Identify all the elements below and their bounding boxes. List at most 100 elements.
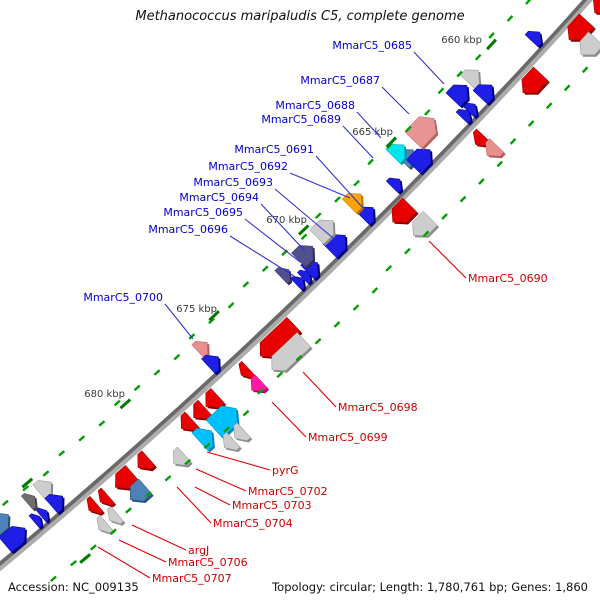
tick-mark bbox=[300, 233, 308, 241]
gene-arrow[interactable] bbox=[455, 108, 473, 126]
gene-arrow[interactable] bbox=[524, 30, 544, 49]
gene-arrow[interactable] bbox=[44, 494, 65, 516]
gene-label[interactable]: pyrG bbox=[272, 464, 299, 477]
gene-arrow[interactable] bbox=[385, 144, 407, 166]
gene-arrow[interactable] bbox=[222, 431, 242, 453]
gene-arrow[interactable] bbox=[472, 84, 495, 106]
gene-arrow[interactable] bbox=[461, 102, 479, 120]
gene-arrow[interactable] bbox=[404, 116, 439, 151]
gene-arrow[interactable] bbox=[391, 197, 419, 225]
gene-arrow[interactable] bbox=[233, 422, 253, 443]
scale-label: 660 kbp bbox=[441, 35, 482, 46]
tick-mark bbox=[208, 317, 215, 325]
tick-mark bbox=[545, 102, 553, 110]
gene-arrow[interactable] bbox=[341, 193, 364, 215]
gene-arrow[interactable] bbox=[259, 316, 303, 359]
gene-callout: MmarC5_0699 bbox=[271, 401, 388, 444]
tick-mark bbox=[109, 528, 117, 535]
gene-arrow[interactable] bbox=[86, 495, 105, 516]
gene-callout: MmarC5_0698 bbox=[302, 371, 418, 414]
gene-label[interactable]: MmarC5_0696 bbox=[148, 223, 228, 236]
gene-arrow[interactable] bbox=[173, 446, 193, 468]
genome-info-text: Topology: circular; Length: 1,780,761 bp… bbox=[272, 580, 588, 594]
gene-arrow[interactable] bbox=[96, 515, 115, 536]
gene-label[interactable]: argJ bbox=[188, 544, 209, 557]
gene-label[interactable]: MmarC5_0703 bbox=[232, 499, 312, 512]
tick-mark bbox=[334, 196, 341, 203]
gene-arrow-body bbox=[201, 354, 220, 374]
gene-arrow[interactable] bbox=[28, 513, 44, 530]
gene-arrow[interactable] bbox=[271, 332, 313, 373]
gene-arrow[interactable] bbox=[521, 66, 550, 95]
gene-arrow[interactable] bbox=[593, 0, 600, 15]
gene-label[interactable]: MmarC5_0699 bbox=[308, 431, 388, 444]
gene-arrow[interactable] bbox=[107, 505, 126, 526]
gene-arrow[interactable] bbox=[238, 360, 258, 381]
gene-label[interactable]: MmarC5_0700 bbox=[83, 291, 163, 304]
gene-callout: argJ bbox=[131, 524, 209, 557]
gene-arrow[interactable] bbox=[445, 84, 470, 109]
leader-line bbox=[206, 451, 271, 471]
gene-arrow[interactable] bbox=[291, 245, 316, 270]
tick-mark bbox=[257, 388, 264, 395]
tick-mark bbox=[203, 442, 211, 450]
gene-arrow[interactable] bbox=[35, 507, 51, 524]
gene-callout: MmarC5_0690 bbox=[428, 240, 548, 285]
gene-arrow[interactable] bbox=[385, 177, 404, 195]
tick-mark bbox=[90, 544, 97, 551]
gene-label[interactable]: MmarC5_0695 bbox=[163, 206, 243, 219]
gene-arrow[interactable] bbox=[20, 493, 38, 512]
gene-arrow[interactable] bbox=[180, 411, 201, 433]
gene-label[interactable]: MmarC5_0704 bbox=[213, 517, 293, 530]
gene-callout: MmarC5_0689 bbox=[261, 113, 374, 159]
gene-arrow[interactable] bbox=[290, 275, 307, 293]
gene-arrow[interactable] bbox=[485, 138, 506, 159]
gene-arrow[interactable] bbox=[193, 399, 214, 421]
gene-label[interactable]: MmarC5_0691 bbox=[234, 143, 314, 156]
tick-mark bbox=[295, 354, 303, 362]
gene-callout: MmarC5_0692 bbox=[208, 160, 351, 199]
gene-label[interactable]: MmarC5_0698 bbox=[338, 401, 418, 414]
gene-arrow[interactable] bbox=[205, 387, 227, 410]
map-title: Methanococcus maripaludis C5, complete g… bbox=[135, 9, 465, 24]
tick-mark bbox=[424, 109, 431, 116]
gene-arrow[interactable] bbox=[191, 427, 215, 453]
gene-arrow[interactable] bbox=[250, 374, 270, 394]
gene-arrow[interactable] bbox=[274, 267, 293, 286]
gene-label[interactable]: MmarC5_0687 bbox=[300, 74, 380, 87]
gene-arrow-body bbox=[385, 177, 402, 194]
gene-callout: MmarC5_0687 bbox=[300, 74, 410, 115]
gene-arrow[interactable] bbox=[137, 450, 157, 472]
gene-arrow[interactable] bbox=[0, 526, 27, 555]
gene-label[interactable]: MmarC5_0706 bbox=[168, 556, 248, 569]
leader-line bbox=[302, 371, 337, 408]
leader-line bbox=[289, 172, 351, 199]
gene-callout: MmarC5_0685 bbox=[332, 39, 445, 85]
gene-label[interactable]: MmarC5_0689 bbox=[261, 113, 341, 126]
tick-mark bbox=[223, 426, 231, 433]
gene-arrow[interactable] bbox=[412, 210, 440, 238]
gene-arrow[interactable] bbox=[97, 487, 117, 508]
gene-arrow[interactable] bbox=[201, 354, 221, 376]
tick-mark bbox=[42, 470, 50, 477]
gene-arrow[interactable] bbox=[296, 269, 313, 286]
gene-arrow[interactable] bbox=[579, 31, 600, 57]
tick-mark bbox=[188, 333, 196, 340]
gene-arrow[interactable] bbox=[459, 69, 482, 91]
gene-arrow[interactable] bbox=[0, 513, 11, 541]
gene-label[interactable]: MmarC5_0685 bbox=[332, 39, 412, 52]
gene-label[interactable]: MmarC5_0690 bbox=[468, 272, 548, 285]
gene-arrow[interactable] bbox=[205, 405, 240, 440]
gene-label[interactable]: MmarC5_0688 bbox=[275, 99, 355, 112]
gene-label[interactable]: MmarC5_0702 bbox=[248, 485, 328, 498]
gene-arrow-body bbox=[472, 84, 494, 105]
gene-label[interactable]: MmarC5_0694 bbox=[179, 191, 259, 204]
gene-label[interactable]: MmarC5_0693 bbox=[193, 176, 273, 189]
gene-arrow-body bbox=[290, 275, 305, 291]
gene-arrow[interactable] bbox=[406, 148, 433, 176]
gene-arrow[interactable] bbox=[309, 219, 336, 246]
gene-callout: MmarC5_0702 bbox=[195, 468, 328, 498]
gene-label[interactable]: MmarC5_0707 bbox=[152, 572, 232, 585]
gene-label[interactable]: MmarC5_0692 bbox=[208, 160, 288, 173]
tick-mark bbox=[125, 507, 132, 514]
